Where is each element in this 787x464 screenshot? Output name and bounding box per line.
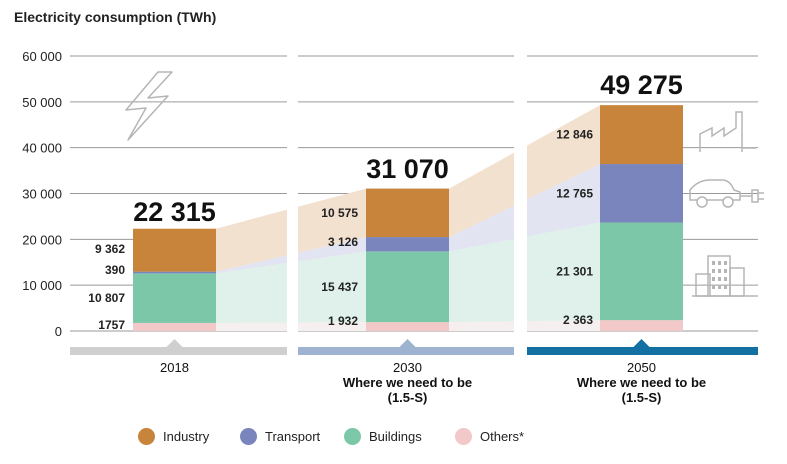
factory-outline xyxy=(699,111,743,152)
legend-label-transport: Transport xyxy=(265,429,321,444)
building-icon xyxy=(692,255,758,297)
y-tick-label: 60 000 xyxy=(22,49,62,64)
legend-label-others: Others* xyxy=(480,429,525,444)
legend-label-industry: Industry xyxy=(163,429,210,444)
car-plug xyxy=(740,189,764,203)
electric-car-icon xyxy=(689,179,764,208)
lightning-icon xyxy=(125,71,173,141)
total-value-label: 22 315 xyxy=(133,197,216,227)
bar-segment xyxy=(600,320,683,331)
bar-segment xyxy=(366,251,449,323)
total-value-label: 31 070 xyxy=(366,154,449,184)
building-right xyxy=(729,267,745,297)
x-category-label: 2030 xyxy=(393,360,422,375)
y-tick-label: 50 000 xyxy=(22,95,62,110)
segment-value-label: 12 765 xyxy=(556,186,593,200)
car-body xyxy=(689,179,741,201)
building-window xyxy=(724,285,727,289)
segment-value-label: 15 437 xyxy=(321,280,358,294)
building-window xyxy=(718,285,721,289)
y-tick-label: 20 000 xyxy=(22,232,62,247)
segment-value-label: 390 xyxy=(105,263,125,277)
panel-gap xyxy=(514,40,527,332)
bar-segment xyxy=(600,222,683,321)
bar-segment xyxy=(133,273,216,323)
building-window xyxy=(712,285,715,289)
legend-label-buildings: Buildings xyxy=(369,429,422,444)
factory-icon xyxy=(699,111,756,152)
segment-value-label: 3 126 xyxy=(328,235,358,249)
total-value-label: 49 275 xyxy=(600,70,683,100)
bar-segment xyxy=(133,271,216,274)
x-category-subtitle-scenario: (1.5-S) xyxy=(388,390,428,405)
y-tick-label: 40 000 xyxy=(22,141,62,156)
x-category-subtitle: Where we need to be xyxy=(343,375,472,390)
x-category-label: 2050 xyxy=(627,360,656,375)
category-band xyxy=(527,347,758,355)
building-window xyxy=(718,277,721,281)
band-pointer xyxy=(399,339,416,347)
building-window xyxy=(712,277,715,281)
category-band xyxy=(298,347,514,355)
building-window xyxy=(724,261,727,265)
y-tick-label: 10 000 xyxy=(22,278,62,293)
y-tick-label: 0 xyxy=(55,324,62,339)
x-category-subtitle-scenario: (1.5-S) xyxy=(622,390,662,405)
panel-gap xyxy=(287,40,298,332)
car-wheel xyxy=(722,196,734,208)
legend-item-others: Others* xyxy=(455,428,524,445)
building-window xyxy=(718,261,721,265)
y-tick-label: 30 000 xyxy=(22,187,62,202)
legend-swatch-industry xyxy=(138,428,155,445)
building-window xyxy=(712,261,715,265)
bar-segment xyxy=(133,322,216,331)
segment-value-label: 21 301 xyxy=(556,264,593,278)
category-band xyxy=(70,347,287,355)
bar-segment xyxy=(366,322,449,331)
x-category-label: 2018 xyxy=(160,360,189,375)
bar-segment xyxy=(133,228,216,272)
bar-segment xyxy=(600,105,683,165)
segment-value-label: 9 362 xyxy=(95,242,125,256)
building-window xyxy=(724,269,727,273)
band-pointer xyxy=(633,339,650,347)
chart-title: Electricity consumption (TWh) xyxy=(14,9,217,25)
segment-value-label: 1 932 xyxy=(328,314,358,328)
legend: Industry Transport Buildings Others* xyxy=(0,428,787,450)
legend-swatch-others xyxy=(455,428,472,445)
segment-value-label: 10 807 xyxy=(88,291,125,305)
bar-segment xyxy=(366,237,449,252)
x-category-subtitle: Where we need to be xyxy=(577,375,706,390)
legend-item-buildings: Buildings xyxy=(344,428,422,445)
band-pointer xyxy=(166,339,183,347)
segment-value-label: 10 575 xyxy=(321,206,358,220)
building-window xyxy=(712,269,715,273)
legend-item-industry: Industry xyxy=(138,428,209,445)
building-window xyxy=(718,269,721,273)
lightning-bolt-shape xyxy=(125,71,173,141)
segment-value-label: 12 846 xyxy=(556,128,593,142)
bar-segment xyxy=(366,188,449,238)
segment-value-label: 1757 xyxy=(98,318,125,332)
building-window xyxy=(724,277,727,281)
legend-item-transport: Transport xyxy=(240,428,320,445)
segment-value-label: 2 363 xyxy=(563,313,593,327)
bar-segment xyxy=(600,164,683,223)
legend-swatch-transport xyxy=(240,428,257,445)
legend-swatch-buildings xyxy=(344,428,361,445)
car-wheel xyxy=(696,196,708,208)
